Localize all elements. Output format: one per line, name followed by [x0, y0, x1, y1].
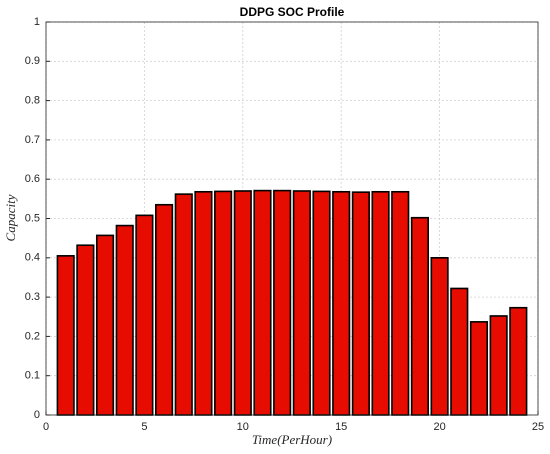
x-axis-label: Time(PerHour)	[252, 432, 332, 447]
bar	[312, 190, 331, 416]
y-tick-label: 0.3	[25, 291, 40, 303]
x-tick-label: 10	[237, 421, 249, 433]
bar	[194, 190, 213, 416]
bar	[253, 189, 272, 416]
y-tick-label: 0.5	[25, 212, 40, 224]
y-tick-label: 0	[34, 409, 40, 421]
bar	[332, 190, 351, 416]
bar	[174, 193, 193, 416]
bar	[273, 189, 292, 416]
y-tick-label: 1	[34, 16, 40, 28]
bar	[95, 234, 115, 416]
x-tick-label: 5	[141, 421, 147, 433]
bar	[371, 190, 390, 416]
y-tick-label: 0.1	[25, 370, 40, 382]
plot-frame	[45, 21, 539, 416]
y-tick-label: 0.7	[25, 134, 40, 146]
bar	[410, 216, 429, 416]
bar	[76, 244, 95, 416]
bar	[56, 255, 75, 416]
x-tick-label: 25	[532, 421, 544, 433]
chart-title: DDPG SOC Profile	[240, 5, 345, 19]
bar	[509, 306, 528, 416]
y-tick-label: 0.4	[25, 252, 40, 264]
bar	[233, 190, 252, 416]
bar	[391, 190, 410, 416]
bar	[430, 256, 449, 416]
bar	[489, 315, 508, 416]
y-axis-label: Capacity	[3, 194, 18, 241]
y-tick-label: 0.6	[25, 173, 40, 185]
bar	[469, 321, 489, 416]
bar	[115, 224, 134, 416]
bar	[135, 214, 154, 416]
x-tick-label: 0	[43, 421, 49, 433]
x-tick-label: 15	[335, 421, 347, 433]
bar	[351, 191, 370, 416]
y-tick-label: 0.2	[25, 330, 40, 342]
y-tick-label: 0.9	[25, 55, 40, 67]
bar	[155, 203, 174, 416]
bar	[450, 287, 469, 416]
bar	[292, 190, 311, 416]
y-tick-label: 0.8	[25, 95, 40, 107]
x-tick-label: 20	[433, 421, 445, 433]
bar	[214, 190, 233, 416]
